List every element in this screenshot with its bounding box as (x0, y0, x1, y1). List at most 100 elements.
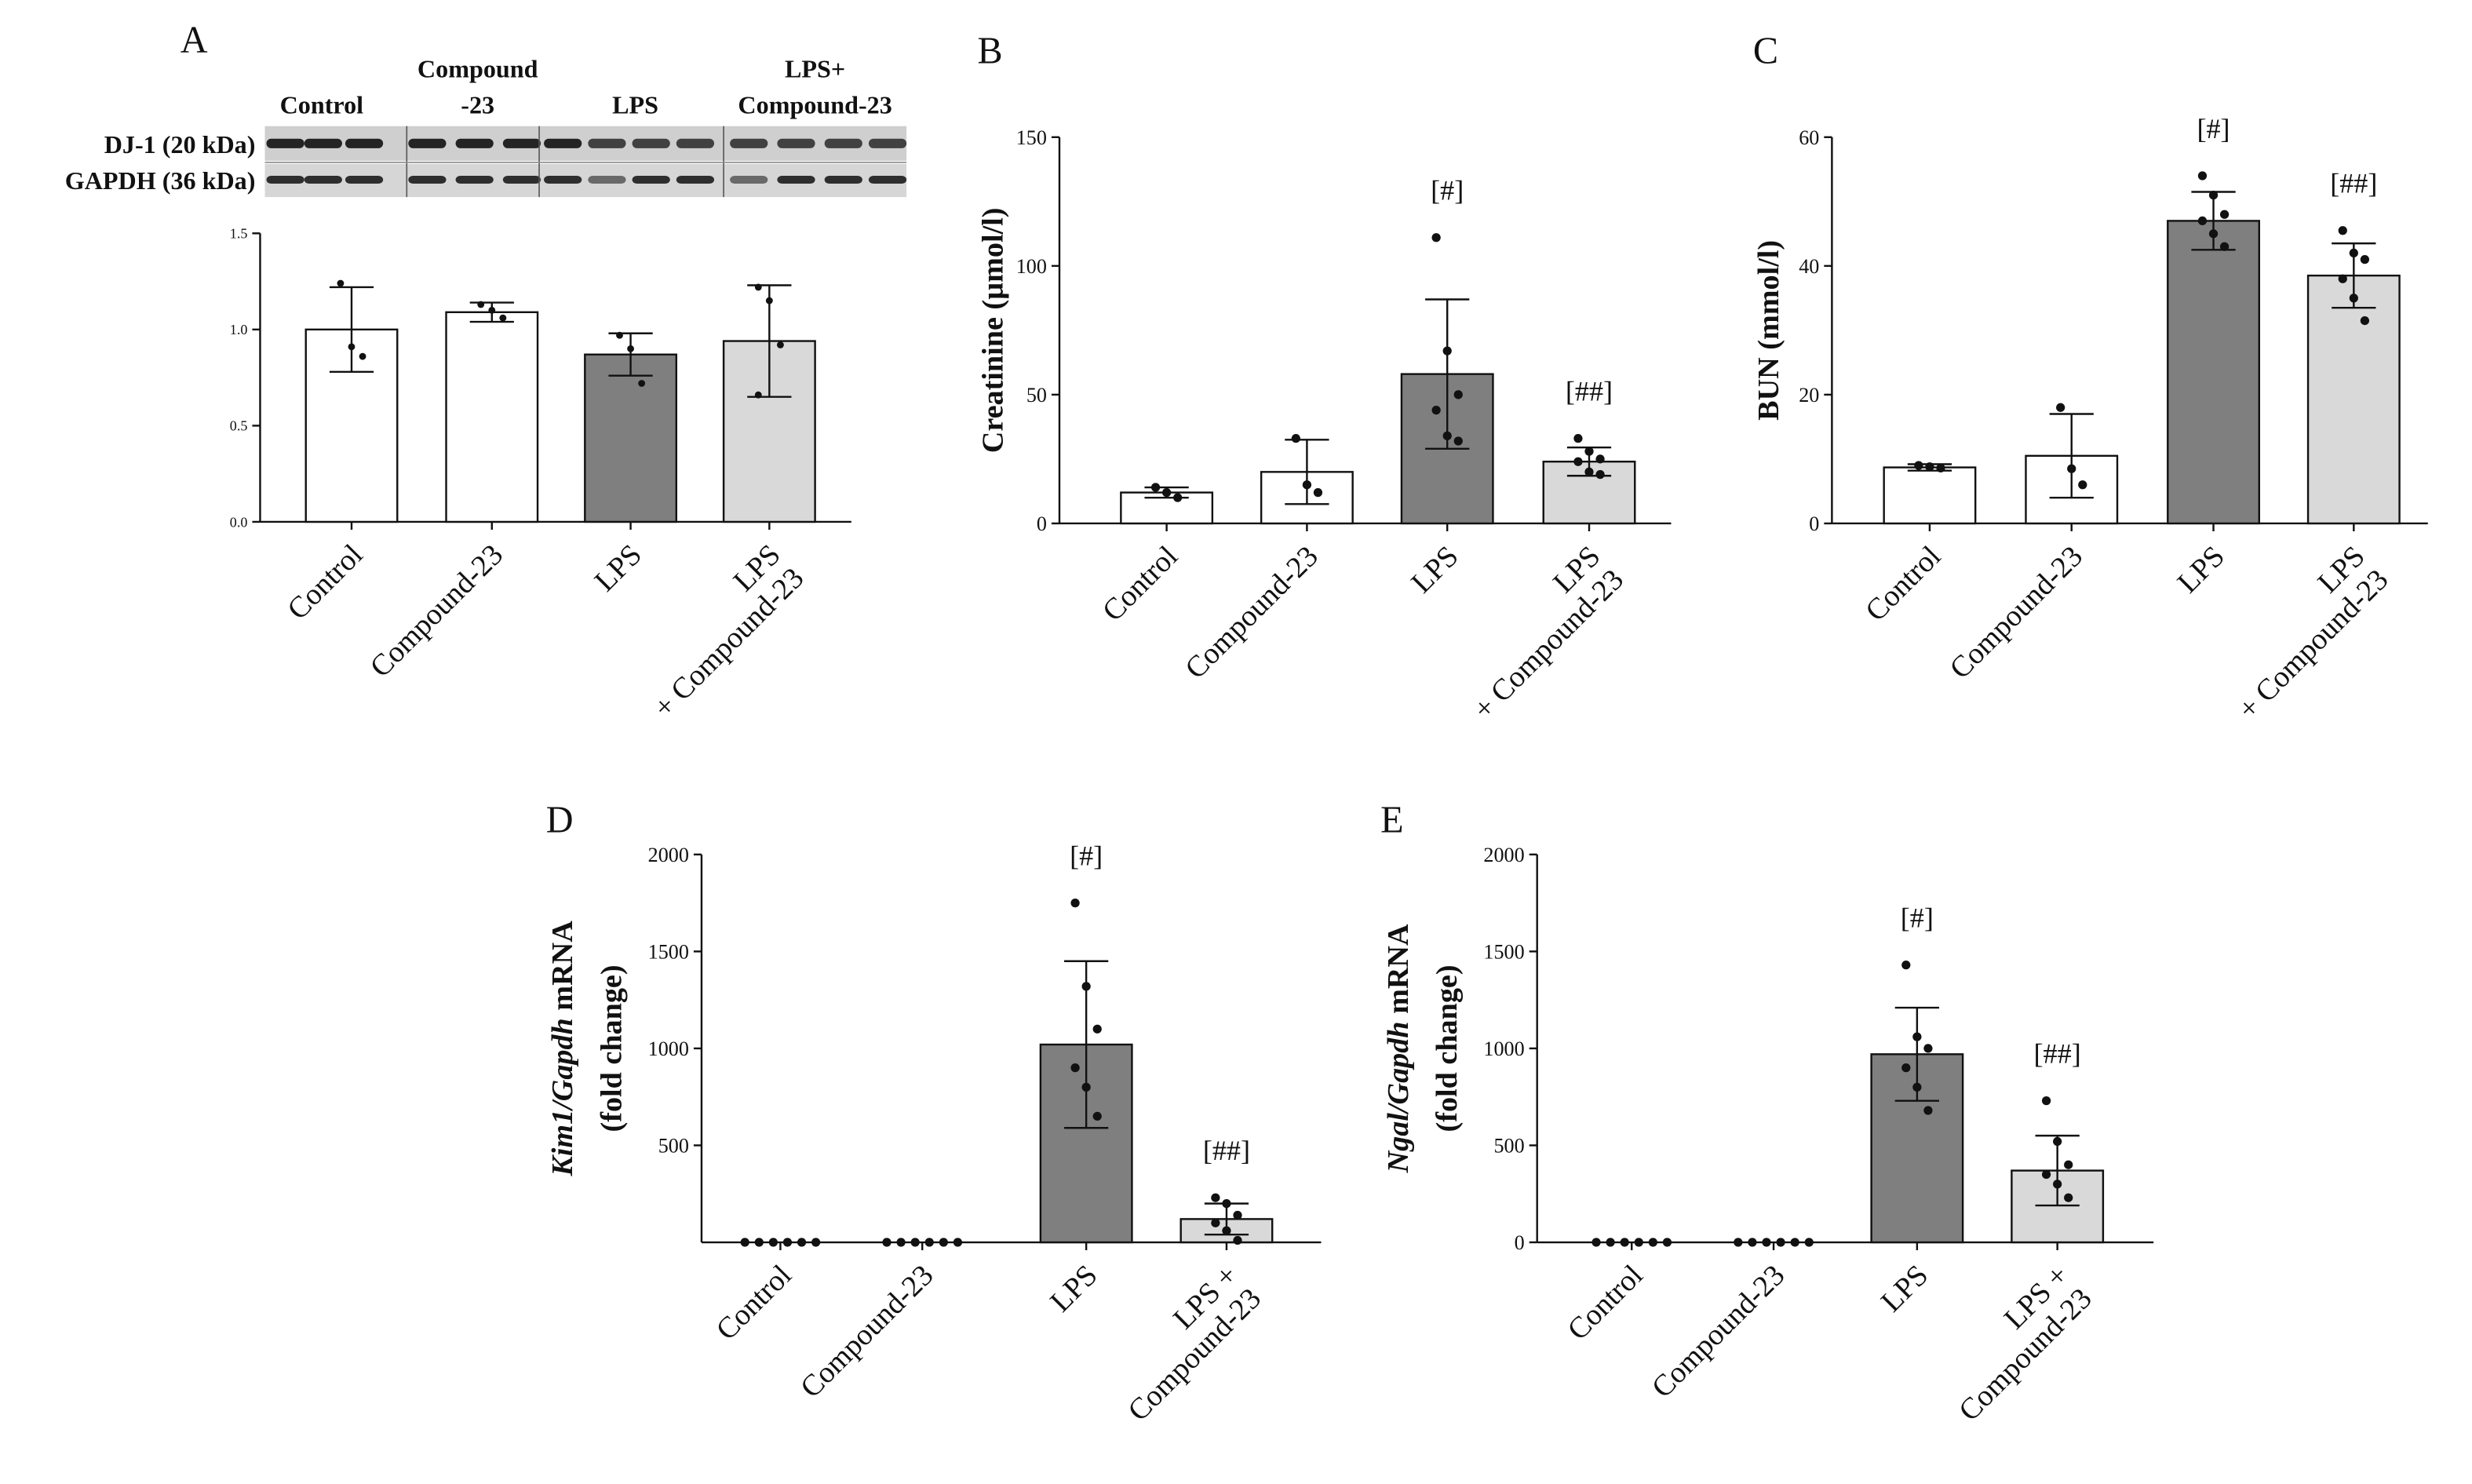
blot-band (824, 175, 862, 184)
blot-row-label: DJ-1 (20 kDa) (104, 130, 256, 159)
data-point (1923, 1106, 1933, 1115)
significance-label: [##] (2034, 1037, 2081, 1069)
data-point (2338, 226, 2347, 235)
x-tick-label: LPS (1044, 1259, 1103, 1318)
x-tick-label: Control (1562, 1259, 1650, 1347)
data-point (882, 1238, 891, 1247)
data-point (1573, 457, 1583, 466)
blot-band (777, 138, 815, 148)
y-tick-label: 1500 (648, 941, 689, 964)
data-point (1584, 447, 1594, 456)
data-point (1222, 1226, 1231, 1235)
y-tick-label: 0.5 (230, 418, 248, 434)
x-tick-label: LPS (1875, 1259, 1934, 1318)
y-tick-label: 20 (1799, 384, 1819, 407)
bar (1883, 466, 1977, 525)
data-point (2197, 216, 2208, 226)
x-tick-label: LPS (589, 538, 648, 598)
blot-band (304, 175, 342, 184)
data-point (1584, 467, 1594, 476)
blot-lane-label: LPS (612, 91, 658, 119)
y-tick-label: 1000 (648, 1037, 689, 1060)
data-point (1442, 346, 1452, 356)
data-point (499, 314, 507, 322)
data-point (896, 1238, 906, 1247)
data-point (754, 1238, 764, 1247)
blot-band (676, 138, 715, 148)
x-tick-label: Control (1096, 540, 1184, 628)
data-point (1748, 1238, 1757, 1247)
data-point (1092, 1111, 1102, 1121)
data-point (2056, 403, 2065, 412)
blot-band (408, 138, 447, 148)
panel-label: C (1753, 30, 1778, 71)
significance-label: [#] (1901, 902, 1934, 933)
bar (2167, 220, 2260, 525)
data-point (1161, 487, 1172, 498)
blot-band (824, 138, 862, 148)
y-tick-label: 1.5 (230, 226, 248, 242)
data-point (1914, 461, 1923, 470)
data-point (2349, 248, 2358, 258)
blot-row-label: GAPDH (36 kDa) (65, 166, 256, 195)
data-point (1662, 1238, 1672, 1247)
data-point (616, 331, 623, 339)
x-tick-label: Compound-23 (794, 1259, 940, 1405)
significance-label: [##] (1203, 1135, 1250, 1166)
panel-label: E (1380, 800, 1403, 841)
bar (584, 353, 678, 523)
data-point (2208, 190, 2219, 200)
y-tick-label: 0 (1037, 512, 1047, 535)
blot-band (730, 138, 768, 148)
data-point (1302, 480, 1312, 490)
data-point (2360, 255, 2370, 264)
data-point (939, 1238, 948, 1247)
data-point (1595, 469, 1605, 479)
data-point (1233, 1210, 1242, 1220)
y-tick-label: 1.0 (230, 322, 248, 337)
data-point (1442, 431, 1452, 441)
x-tick-label: LPS (1405, 540, 1464, 600)
y-axis-label: BUN (mmol/l) (1752, 240, 1785, 421)
data-point (2064, 1193, 2073, 1202)
data-point (2067, 464, 2076, 473)
y-tick-label: 1500 (1483, 941, 1524, 964)
data-point (953, 1238, 963, 1247)
y-axis-label: Kim1/Gapdh mRNA (546, 921, 579, 1177)
significance-label: [##] (1566, 375, 1613, 407)
blot-band (544, 138, 582, 148)
blot-band (345, 175, 384, 184)
blot-image (264, 126, 907, 198)
data-point (910, 1238, 920, 1247)
data-point (1790, 1238, 1799, 1247)
bar (2306, 274, 2401, 525)
blot-band (730, 175, 768, 184)
x-tick-label: LPS (2171, 540, 2231, 600)
y-axis-label: (fold change) (596, 964, 629, 1132)
data-point (1606, 1238, 1615, 1247)
data-point (1776, 1238, 1785, 1247)
data-point (2078, 480, 2087, 490)
blot-band (455, 175, 494, 184)
x-tick-label: Compound-23 (1179, 540, 1325, 686)
x-tick-label: Control (1859, 540, 1947, 628)
blot-band (502, 138, 541, 148)
blot-band (502, 175, 541, 184)
data-point (1431, 233, 1441, 242)
data-point (1762, 1238, 1771, 1247)
data-point (1211, 1193, 1220, 1202)
y-axis-label: Creatinine (µmol/l) (977, 208, 1010, 454)
data-point (2219, 210, 2230, 219)
data-point (754, 283, 762, 291)
data-point (1313, 487, 1323, 498)
y-tick-label: 500 (658, 1135, 689, 1158)
data-point (2041, 1096, 2051, 1106)
data-point (2338, 274, 2347, 283)
data-point (1222, 1198, 1231, 1209)
y-tick-label: 500 (1493, 1135, 1524, 1158)
significance-label: [#] (1070, 840, 1103, 871)
blot-band (632, 175, 670, 184)
blot-band (408, 175, 447, 184)
data-point (627, 345, 634, 352)
